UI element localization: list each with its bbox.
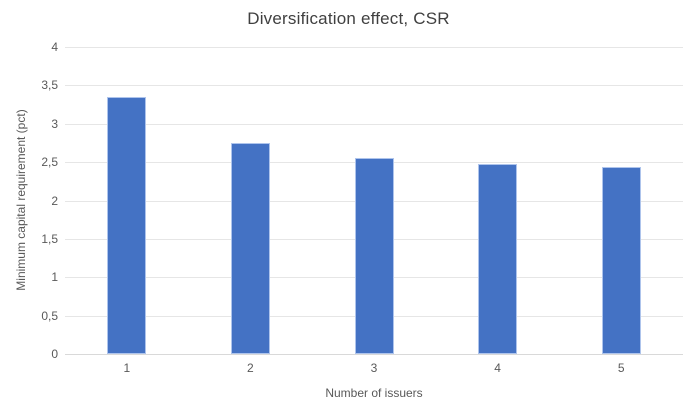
y-tick-label: 2,5 bbox=[41, 155, 58, 170]
y-tick-label: 2 bbox=[51, 193, 58, 208]
y-tick-label: 3 bbox=[51, 116, 58, 131]
plot-area bbox=[65, 47, 683, 355]
bar-issuers-1 bbox=[107, 96, 147, 354]
x-tick-label: 4 bbox=[494, 361, 501, 375]
chart-title: Diversification effect, CSR bbox=[247, 9, 450, 28]
x-tick-label: 5 bbox=[617, 361, 625, 375]
y-tick-label: 3,5 bbox=[41, 78, 58, 93]
x-tick-label: 3 bbox=[370, 361, 378, 375]
bar-issuers-3 bbox=[354, 157, 394, 354]
y-tick-label: 4 bbox=[51, 40, 58, 54]
bar-issuers-4 bbox=[478, 163, 518, 354]
x-axis-line bbox=[65, 354, 683, 355]
y-tick-label: 0 bbox=[51, 347, 58, 361]
y-tick-label: 0,5 bbox=[41, 308, 58, 323]
bar-issuers-2 bbox=[230, 142, 270, 354]
y-tick-label: 1 bbox=[51, 270, 58, 285]
bar-issuers-5 bbox=[601, 166, 641, 354]
x-tick-label: 2 bbox=[247, 361, 254, 375]
y-tick-label: 1,5 bbox=[41, 231, 58, 246]
x-axis-title: Number of issuers bbox=[325, 386, 423, 400]
gridline bbox=[65, 47, 683, 48]
gridline bbox=[65, 123, 683, 125]
gridline bbox=[65, 85, 683, 87]
x-tick-label: 1 bbox=[123, 361, 131, 375]
